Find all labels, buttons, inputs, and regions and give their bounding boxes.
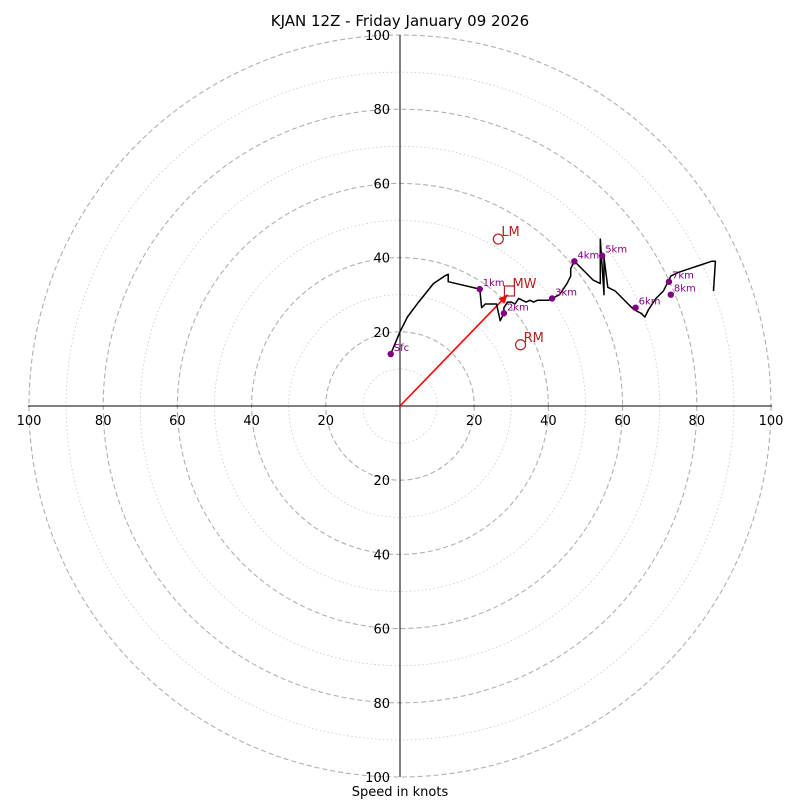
hodograph-line	[390, 238, 717, 355]
x-tick-label: 100	[17, 414, 42, 429]
height-marker-dot	[476, 285, 483, 293]
y-tick-label: 40	[373, 548, 390, 563]
storm-motion-label: MW	[512, 277, 536, 292]
height-marker-label: 1km	[483, 278, 505, 289]
shear-vector-arrow	[399, 294, 509, 407]
height-marker-dot	[665, 278, 673, 285]
y-tick-label: 100	[365, 771, 390, 786]
chart-title: KJAN 12Z - Friday January 09 2026	[271, 12, 529, 30]
storm-motion-label: RM	[524, 331, 544, 346]
y-tick-label: 80	[373, 697, 390, 712]
height-marker-dot	[387, 350, 394, 358]
x-tick-label: 60	[614, 414, 631, 429]
y-tick-label: 40	[373, 252, 390, 267]
height-marker-dot	[667, 291, 675, 298]
x-tick-label: 20	[466, 414, 483, 429]
y-tick-label: 20	[373, 474, 390, 489]
storm-motion-marker	[503, 285, 516, 297]
data-layer: Sfc 1km 2km 3km 4km 5km 6km 7km 8km LM MW RM	[387, 225, 717, 407]
height-marker-dot	[571, 258, 578, 265]
height-marker-dot	[632, 304, 639, 311]
height-marker-label: 8km	[674, 284, 696, 295]
height-marker-label: 5km	[605, 245, 627, 256]
height-marker-dot	[500, 310, 508, 317]
y-tick-label: 60	[373, 177, 390, 192]
shear-vector-arrowhead	[498, 294, 508, 304]
y-tick-label: 60	[373, 623, 390, 638]
x-tick-label: 40	[243, 414, 260, 429]
height-marker-label: Sfc	[394, 343, 409, 354]
storm-motion-marker	[514, 339, 527, 351]
storm-motion-marker	[492, 233, 504, 245]
storm-motion-label: LM	[501, 225, 519, 240]
y-tick-label: 80	[373, 103, 390, 118]
height-marker-dot	[548, 295, 556, 302]
height-marker-label: 3km	[555, 287, 577, 298]
x-axis-label: Speed in knots	[352, 785, 449, 800]
tick-labels: 20 20 20 20 40 40 40 40 60 60 60 60 80 80 80 80 100 100 10…	[17, 29, 784, 786]
y-tick-label: 100	[365, 29, 390, 44]
x-tick-label: 20	[318, 414, 335, 429]
x-tick-label: 80	[689, 414, 706, 429]
height-marker-label: 7km	[672, 271, 694, 282]
height-marker-label: 6km	[639, 297, 661, 308]
x-tick-label: 80	[95, 414, 112, 429]
x-tick-label: 60	[169, 414, 186, 429]
height-marker-label: 4km	[577, 250, 599, 261]
height-marker-dot	[598, 252, 606, 259]
height-marker-label: 2km	[507, 302, 529, 313]
y-tick-label: 20	[373, 326, 390, 341]
x-tick-label: 100	[759, 414, 784, 429]
x-tick-label: 40	[540, 414, 557, 429]
